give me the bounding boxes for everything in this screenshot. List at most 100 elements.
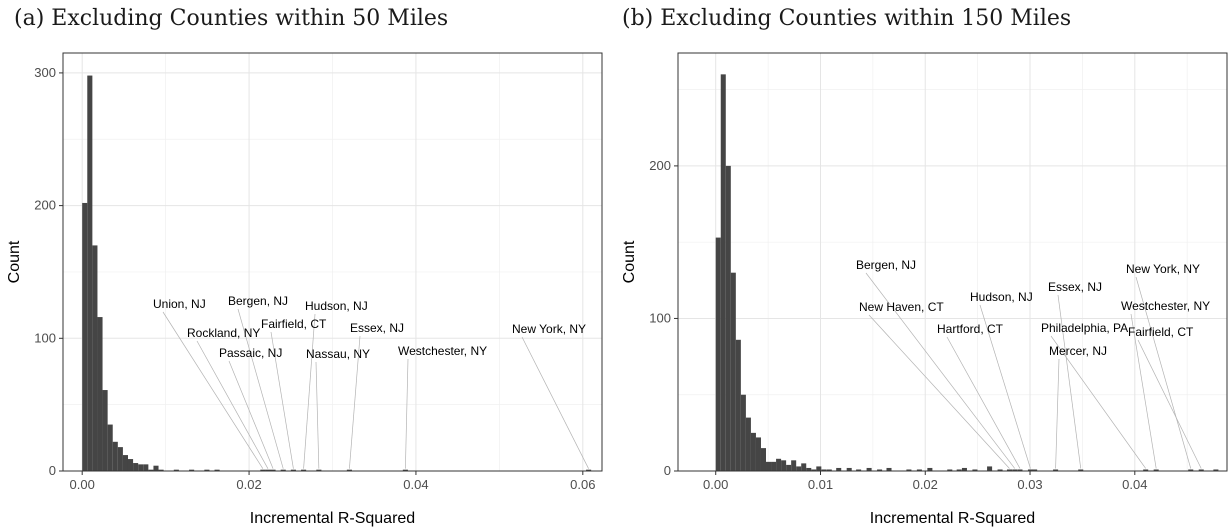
histogram-bar [811, 469, 817, 471]
histogram-bar [856, 469, 862, 471]
annotation-label: Philadelphia, PA [1041, 321, 1128, 335]
annotation-leader-line [270, 331, 294, 469]
y-tick-label: 200 [649, 158, 671, 173]
histogram-bar [866, 467, 872, 471]
histogram-bar [316, 469, 322, 471]
histogram-bar [801, 463, 807, 471]
histogram-bar [1012, 469, 1018, 471]
histogram-bar [82, 202, 88, 471]
y-tick-label: 0 [664, 463, 671, 478]
y-axis: 0 100 200 [649, 158, 678, 478]
x-axis: 0.00 0.02 0.04 0.06 [70, 471, 595, 492]
histogram-bar [791, 460, 797, 471]
annotation-leader-line [303, 313, 316, 469]
histogram-bar [1198, 469, 1204, 471]
histogram-bars [82, 75, 592, 472]
annotation-leader-line [196, 340, 269, 469]
histogram-bar [781, 460, 787, 471]
histogram-bar [280, 469, 286, 471]
histogram-bar [87, 75, 93, 472]
plot-background [678, 53, 1227, 471]
x-tick-label: 0.02 [913, 477, 938, 492]
annotation-label: Essex, NJ [350, 321, 404, 335]
histogram-bar [153, 465, 159, 471]
annotation-leader-line [1057, 294, 1082, 469]
annotation-leader-line [1130, 313, 1157, 469]
histogram-bar [122, 455, 128, 471]
annotation-leader-line [979, 304, 1031, 469]
annotation-label: Hudson, NJ [305, 299, 368, 313]
histogram-bar [972, 469, 978, 471]
plot-border [677, 52, 1228, 472]
histogram-bar [1017, 469, 1023, 471]
histogram-bar [987, 466, 993, 471]
histogram-bar [796, 466, 802, 471]
histogram-bar [927, 467, 933, 471]
panel-b: (b) Excluding Counties within 150 Miles … [615, 0, 1231, 529]
histogram-bar [301, 469, 307, 471]
histogram-bar [158, 469, 164, 471]
histogram-bar [143, 464, 149, 471]
histogram-bars [715, 74, 1219, 472]
histogram-bar [270, 469, 276, 471]
annotation-label: Fairfield, CT [261, 317, 327, 331]
histogram-bar [1188, 469, 1194, 471]
histogram-bar [750, 432, 756, 471]
histogram-bar [740, 394, 746, 471]
y-tick-label: 300 [34, 65, 56, 80]
histogram-bar [173, 469, 179, 471]
histogram-bar [189, 469, 195, 471]
annotation-label: New Haven, CT [859, 300, 944, 314]
histogram-bar [745, 417, 751, 471]
x-tick-label: 0.03 [1017, 477, 1042, 492]
histogram-bar [816, 466, 822, 471]
annotation-label: Bergen, NJ [856, 258, 916, 272]
chart-title: (a) Excluding Counties within 50 Miles [14, 6, 449, 31]
y-tick-label: 0 [49, 463, 56, 478]
annotation-label: New York, NY [512, 322, 586, 336]
histogram-bar [117, 447, 123, 471]
annotation-label: Passaic, NJ [219, 346, 282, 360]
x-axis: 0.00 0.01 0.02 0.03 0.04 [703, 471, 1147, 492]
annotation-leader-line [946, 336, 1021, 469]
x-tick-label: 0.01 [808, 477, 833, 492]
annotation-label: Hudson, NJ [970, 290, 1033, 304]
x-tick-label: 0.00 [70, 477, 95, 492]
histogram-bar [806, 467, 812, 471]
histogram-bar [1027, 469, 1033, 471]
histogram-bar [846, 467, 852, 471]
annotation-leader-line [315, 361, 320, 469]
histogram-bar [1153, 469, 1159, 471]
annotation-leader-line [349, 335, 361, 469]
annotation-label: Essex, NJ [1048, 280, 1102, 294]
histogram-chart: Union, NJ Bergen, NJ Hudson, NJ Rockland, N… [6, 52, 603, 527]
annotation-label: Nassau, NY [306, 347, 370, 361]
annotation-leader-line [228, 360, 274, 469]
x-tick-label: 0.04 [1122, 477, 1147, 492]
histogram-bar [148, 469, 154, 471]
histogram-bar [97, 317, 103, 471]
annotation-label: Hartford, CT [937, 322, 1004, 336]
histogram-bar [102, 390, 108, 471]
histogram-bar [127, 459, 134, 471]
annotation-label: New York, NY [1126, 262, 1200, 276]
annotation-leader-line [1055, 358, 1060, 469]
histogram-bar [877, 469, 883, 471]
x-axis-title: Incremental R-Squared [250, 510, 415, 527]
histogram-bar [138, 464, 144, 471]
histogram-bar [725, 165, 731, 472]
histogram-bar [730, 272, 736, 471]
annotation-label: Bergen, NJ [228, 294, 288, 308]
gridlines [678, 53, 1227, 472]
annotation-leader-line [1137, 339, 1202, 469]
histogram-bar [265, 469, 271, 471]
histogram-bar [1032, 469, 1038, 471]
y-axis-title: Count [621, 240, 638, 283]
annotation-label: Westchester, NY [398, 344, 487, 358]
annotation-leader-line [405, 358, 409, 469]
histogram-bar [947, 469, 953, 471]
histogram-bar [1053, 469, 1059, 471]
histogram-bar [997, 469, 1003, 471]
plot-border [62, 52, 603, 472]
annotation-label: Union, NJ [153, 297, 206, 311]
